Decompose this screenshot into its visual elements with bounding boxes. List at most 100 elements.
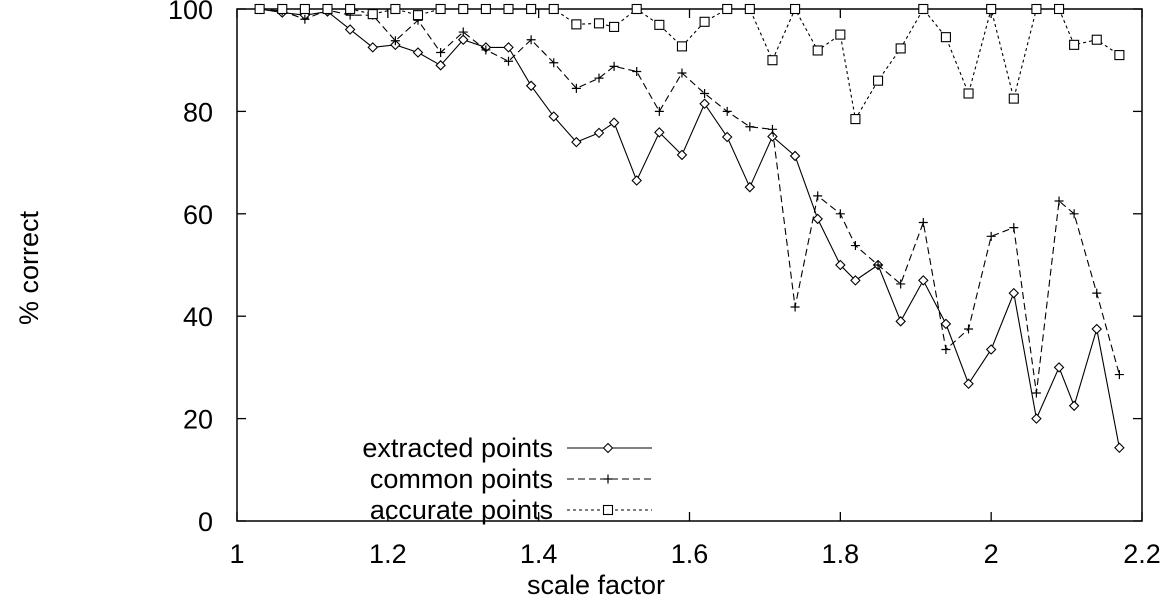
- data-point: [457, 34, 469, 45]
- data-point: [835, 259, 846, 271]
- data-point: [344, 24, 356, 35]
- data-point: [835, 29, 846, 40]
- legend-marker: [602, 442, 614, 454]
- y-axis: 0 20 40 60 80 100: [168, 0, 1142, 537]
- data-point: [767, 55, 778, 66]
- data-point: [896, 279, 906, 289]
- data-point: [918, 3, 929, 15]
- x-tick-label: 1: [229, 539, 244, 569]
- data-point: [503, 42, 514, 53]
- data-point: [390, 36, 400, 46]
- x-tick-label: 2: [984, 539, 999, 569]
- data-point: [608, 117, 620, 128]
- data-point: [1053, 362, 1065, 373]
- data-point: [873, 260, 883, 270]
- series-layer: [254, 3, 1125, 454]
- data-point: [1008, 287, 1020, 299]
- data-point: [571, 83, 581, 93]
- data-point: [722, 3, 733, 15]
- data-point: [1114, 442, 1125, 454]
- data-point: [699, 16, 710, 27]
- x-tick-label: 1.8: [822, 539, 860, 569]
- data-point: [1031, 388, 1041, 398]
- data-point: [367, 9, 378, 20]
- data-point: [850, 241, 860, 251]
- data-point: [345, 3, 356, 15]
- data-point: [676, 41, 688, 52]
- y-tick-label: 100: [168, 0, 213, 25]
- data-point: [277, 3, 288, 15]
- data-point: [813, 191, 823, 201]
- data-point: [835, 209, 845, 219]
- series-common-points: [255, 4, 1124, 398]
- y-tick-label: 80: [183, 97, 213, 127]
- data-point: [1053, 3, 1065, 15]
- data-point: [481, 45, 491, 55]
- data-point: [548, 3, 559, 15]
- x-tick-label: 1.4: [520, 539, 558, 569]
- data-point: [1068, 400, 1080, 412]
- data-point: [1009, 223, 1019, 233]
- data-point: [676, 149, 688, 161]
- data-point: [609, 61, 619, 71]
- legend-label: extracted points: [362, 433, 553, 463]
- data-point: [549, 58, 559, 68]
- x-axis-title: scale factor: [527, 570, 665, 600]
- data-point: [918, 218, 928, 228]
- series-line: [259, 8, 1120, 448]
- data-point: [744, 3, 755, 15]
- data-point: [503, 3, 514, 15]
- y-tick-label: 0: [198, 507, 213, 537]
- data-point: [631, 3, 642, 15]
- data-point: [504, 56, 513, 66]
- data-point: [790, 3, 801, 15]
- data-point: [744, 181, 756, 193]
- data-point: [526, 3, 537, 15]
- data-point: [722, 106, 732, 116]
- data-point: [850, 114, 861, 125]
- data-point: [940, 318, 952, 330]
- data-point: [1031, 413, 1042, 424]
- legend-marker: [603, 474, 613, 484]
- series-line: [259, 6, 1120, 121]
- series-extracted-points: [254, 3, 1125, 454]
- data-point: [1092, 288, 1102, 298]
- data-point: [299, 3, 310, 15]
- data-point: [526, 35, 536, 45]
- data-point: [1114, 50, 1125, 61]
- data-point: [940, 32, 951, 43]
- data-point: [548, 111, 560, 122]
- data-point: [895, 316, 906, 327]
- data-point: [254, 3, 265, 15]
- data-point: [700, 88, 710, 98]
- data-point: [963, 88, 974, 99]
- data-point: [872, 75, 884, 86]
- data-point: [609, 21, 620, 32]
- data-point: [963, 378, 974, 390]
- data-point: [767, 124, 777, 134]
- data-point: [412, 47, 424, 58]
- data-point: [571, 19, 582, 30]
- data-point: [593, 127, 605, 139]
- data-point: [677, 68, 687, 78]
- y-tick-label: 60: [183, 200, 213, 230]
- data-point: [986, 3, 997, 15]
- y-axis-title: % correct: [14, 210, 44, 325]
- data-point: [918, 275, 929, 286]
- x-axis: 1 1.2 1.4 1.6 1.8 2 2.2: [229, 9, 1161, 569]
- series-line: [259, 8, 1120, 394]
- data-point: [300, 14, 310, 24]
- x-tick-label: 1.2: [369, 539, 407, 569]
- data-point: [436, 48, 446, 58]
- data-point: [850, 275, 861, 286]
- data-point: [458, 3, 469, 15]
- data-point: [1069, 39, 1080, 50]
- data-point: [812, 45, 823, 56]
- data-point: [1091, 323, 1103, 335]
- data-point: [458, 27, 468, 37]
- data-point: [1031, 3, 1042, 15]
- data-point: [1091, 34, 1102, 45]
- data-point: [322, 3, 333, 15]
